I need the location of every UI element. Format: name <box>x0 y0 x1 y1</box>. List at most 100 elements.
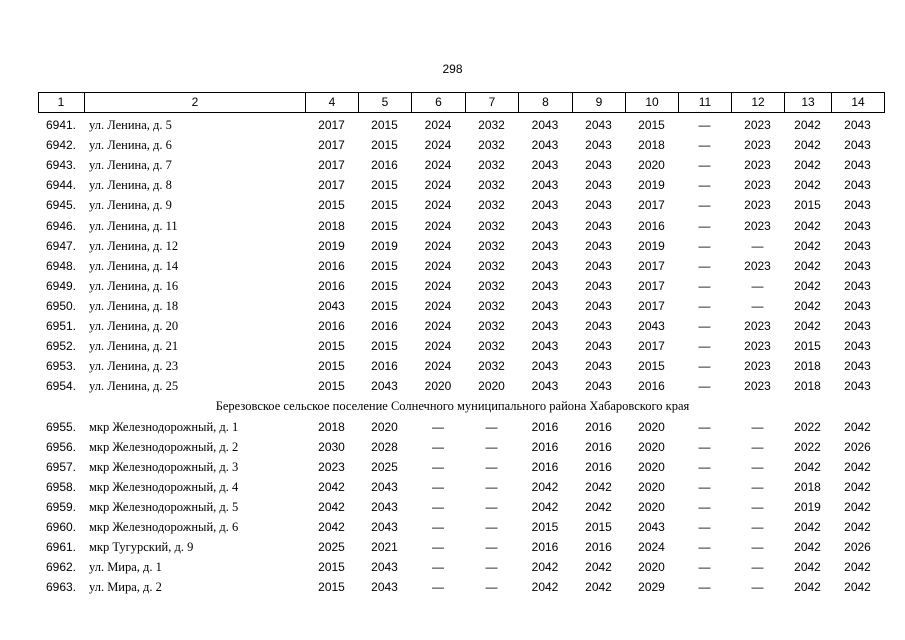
year-cell: — <box>751 479 764 494</box>
year-cell: 2043 <box>531 218 559 233</box>
year-cell: 2032 <box>478 359 505 374</box>
year-cell: 2032 <box>478 278 505 293</box>
row-number: 6959. <box>45 499 76 514</box>
year-cell: — <box>751 419 764 434</box>
year-cell: 2042 <box>585 499 612 514</box>
header-cell: 8 <box>518 92 572 112</box>
address: мкр Железнодорожный, д. 5 <box>89 499 239 514</box>
year-cell: 2042 <box>794 158 821 173</box>
year-cell: — <box>751 278 764 293</box>
year-cell: 2042 <box>794 218 821 233</box>
row-number: 6944. <box>45 178 76 193</box>
year-cell: 2043 <box>531 158 559 173</box>
address: ул. Ленина, д. 8 <box>89 178 172 193</box>
year-cell: 2015 <box>318 580 345 595</box>
address: мкр Железнодорожный, д. 2 <box>89 439 239 454</box>
year-cell: 2042 <box>794 278 821 293</box>
year-cell: — <box>698 298 711 313</box>
year-cell: — <box>698 278 711 293</box>
year-cell: 2016 <box>531 459 559 474</box>
year-cell: 2020 <box>638 499 665 514</box>
year-cell: 2043 <box>585 178 612 193</box>
address: ул. Ленина, д. 16 <box>89 278 179 293</box>
year-cell: 2043 <box>531 238 559 253</box>
year-cell: 2017 <box>638 339 665 354</box>
year-cell: — <box>485 479 498 494</box>
year-cell: 2042 <box>794 138 821 153</box>
year-cell: 2017 <box>318 118 345 132</box>
year-cell: 2024 <box>424 198 452 213</box>
year-cell: 2043 <box>585 138 612 153</box>
header-cell: 5 <box>358 92 411 112</box>
year-cell: — <box>485 520 498 534</box>
year-cell: — <box>485 540 498 555</box>
year-cell: — <box>751 298 764 313</box>
row-number: 6960. <box>45 520 76 534</box>
year-cell: — <box>432 520 444 534</box>
year-cell: 2015 <box>318 339 345 354</box>
year-cell: 2018 <box>794 379 821 394</box>
year-cell: 2021 <box>371 540 398 555</box>
year-cell: 2042 <box>531 499 559 514</box>
year-cell: 2018 <box>318 218 345 233</box>
year-cell: — <box>698 540 711 555</box>
year-cell: — <box>698 359 711 374</box>
year-cell: 2017 <box>638 298 665 313</box>
year-cell: 2019 <box>638 238 665 253</box>
year-cell: 2043 <box>585 158 612 173</box>
year-cell: 2020 <box>638 560 665 575</box>
year-cell: — <box>698 419 711 434</box>
row-number: 6962. <box>45 560 76 575</box>
year-cell: — <box>485 419 498 434</box>
year-cell: 2042 <box>794 580 821 595</box>
year-cell: 2042 <box>585 479 612 494</box>
year-cell: 2043 <box>371 379 398 394</box>
year-cell: 2017 <box>318 178 345 193</box>
year-cell: 2043 <box>585 298 612 313</box>
year-cell: 2032 <box>478 158 505 173</box>
year-cell: 2015 <box>585 520 612 534</box>
year-cell: 2043 <box>844 359 871 374</box>
year-cell: 2032 <box>478 258 505 273</box>
year-cell: 2032 <box>478 339 505 354</box>
header-cell: 9 <box>572 92 625 112</box>
year-cell: 2043 <box>531 198 559 213</box>
year-cell: — <box>751 459 764 474</box>
year-cell: 2042 <box>844 580 871 595</box>
year-cell: 2043 <box>371 499 398 514</box>
year-cell: 2024 <box>424 278 452 293</box>
year-cell: 2043 <box>844 238 871 253</box>
year-cell: 2043 <box>585 339 612 354</box>
year-cell: 2018 <box>318 419 345 434</box>
year-cell: — <box>698 439 711 454</box>
year-cell: 2023 <box>744 178 771 193</box>
year-cell: 2024 <box>424 238 452 253</box>
row-number: 6946. <box>45 218 76 233</box>
year-cell: 2042 <box>794 319 821 333</box>
year-cell: 2015 <box>318 560 345 575</box>
year-cell: 2043 <box>844 319 871 333</box>
year-cell: — <box>751 560 764 575</box>
address: мкр Тугурский, д. 9 <box>89 540 194 555</box>
year-cell: 2016 <box>638 218 665 233</box>
year-cell: 2015 <box>371 339 398 354</box>
year-cell: 2043 <box>585 238 612 253</box>
year-cell: — <box>698 218 711 233</box>
year-cell: 2043 <box>531 138 559 153</box>
year-cell: 2043 <box>844 379 871 394</box>
year-cell: 2042 <box>794 178 821 193</box>
year-cell: 2042 <box>531 580 559 595</box>
year-cell: 2042 <box>585 560 612 575</box>
year-cell: — <box>485 459 498 474</box>
year-cell: 2015 <box>371 298 398 313</box>
year-cell: — <box>432 580 444 595</box>
year-cell: — <box>698 238 711 253</box>
year-cell: — <box>698 560 711 575</box>
row-number: 6942. <box>45 138 76 153</box>
year-cell: 2043 <box>371 560 398 575</box>
header-cell: 7 <box>465 92 518 112</box>
row-number: 6943. <box>45 158 76 173</box>
row-number: 6963. <box>45 580 76 595</box>
year-cell: 2015 <box>371 258 398 273</box>
